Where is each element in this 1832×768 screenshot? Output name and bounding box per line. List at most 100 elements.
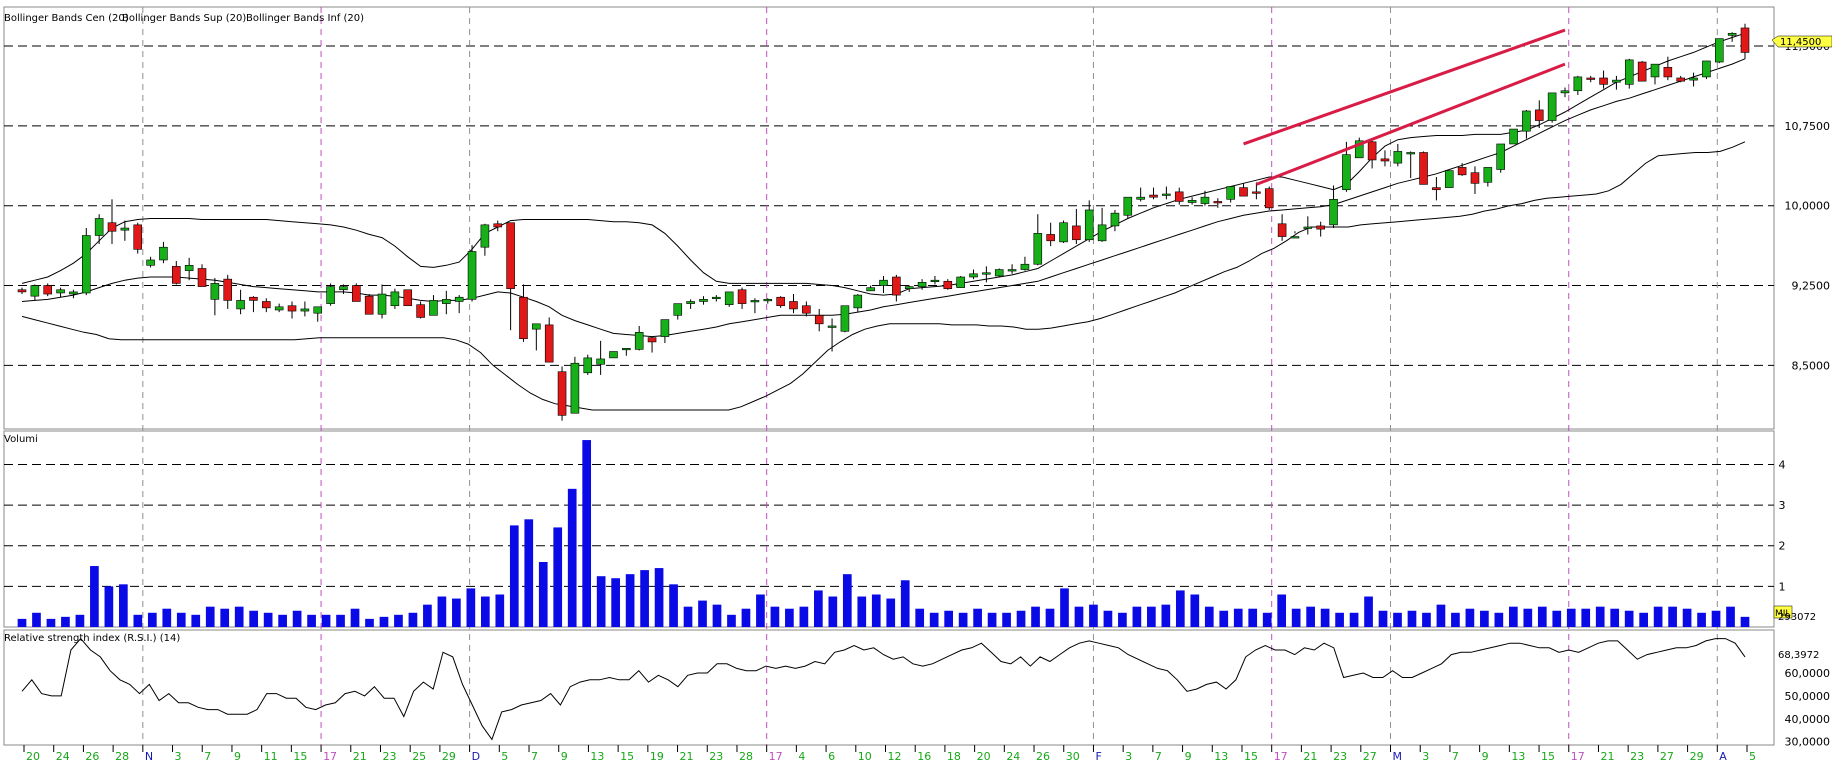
candle-up <box>853 294 863 309</box>
volume-bar <box>220 608 230 627</box>
volume-bar <box>828 596 838 627</box>
candle-up <box>750 300 760 303</box>
candle-up <box>1007 269 1017 272</box>
candle-down <box>943 280 953 290</box>
volume-bar <box>625 574 635 627</box>
x-tick-label: 17 <box>323 750 337 763</box>
candle-up <box>1406 152 1415 155</box>
volume-bar <box>886 598 896 627</box>
x-tick-label: 15 <box>1244 750 1258 763</box>
candle-down <box>493 223 503 228</box>
candle-down <box>647 337 657 343</box>
legend-bollinger-center: Bollinger Bands Cen (20) <box>4 13 129 24</box>
candle-down <box>223 278 233 301</box>
candle-down <box>1072 225 1081 241</box>
volume-tick-label: 1 <box>1779 580 1786 593</box>
rsi-tick-label: 60,0000 <box>1785 667 1831 680</box>
x-tick-label: M <box>1393 750 1403 763</box>
volume-bar <box>770 606 780 627</box>
volume-bar <box>1364 596 1373 627</box>
volume-bar <box>640 570 649 627</box>
candle-up <box>1033 233 1043 265</box>
candle-down <box>544 324 554 363</box>
x-tick-label: 19 <box>650 750 664 763</box>
candle-up <box>673 303 683 316</box>
volume-bar <box>1175 590 1185 627</box>
candle-up <box>1200 196 1210 204</box>
price-tick-label: 10,7500 <box>1785 120 1831 133</box>
candle-up <box>442 299 451 304</box>
candle-down <box>1367 141 1377 161</box>
candle-up <box>1444 170 1454 188</box>
candle-up <box>1522 110 1531 132</box>
volume-bar <box>1349 612 1359 627</box>
candle-up <box>377 293 387 315</box>
candle-up <box>930 279 940 282</box>
volume-bar <box>814 590 823 627</box>
volume-bar <box>741 608 751 627</box>
x-tick-label: 21 <box>1600 750 1614 763</box>
x-tick-label: 7 <box>531 750 538 763</box>
candle-up <box>866 287 875 292</box>
candle-up <box>210 283 220 300</box>
volume-bar <box>46 618 56 627</box>
x-tick-label: A <box>1719 750 1727 763</box>
volume-panel-title: Volumi <box>4 434 38 445</box>
candle-up <box>429 300 438 316</box>
candle-up <box>699 299 708 302</box>
price-tick-label: 8,5000 <box>1792 359 1831 372</box>
volume-bar <box>1132 606 1142 627</box>
bollinger-center-line <box>21 58 1746 338</box>
candle-up <box>596 358 605 365</box>
volume-bar <box>785 608 794 627</box>
volume-bar <box>205 606 215 627</box>
volume-bar <box>480 596 490 627</box>
candle-down <box>506 222 515 290</box>
candle-up <box>840 305 850 332</box>
rsi-line <box>21 637 1746 741</box>
x-tick-label: 5 <box>1749 750 1756 763</box>
candle-down <box>352 285 361 302</box>
candle-up <box>1084 209 1094 241</box>
trend-channel-line <box>1255 62 1566 186</box>
candle-down <box>43 285 53 295</box>
candle-up <box>339 286 348 291</box>
candle-up <box>1303 226 1313 229</box>
volume-bar <box>75 614 85 627</box>
volume-bar <box>1436 604 1446 627</box>
volume-bar <box>1711 610 1721 627</box>
x-tick-label: 21 <box>1303 750 1317 763</box>
trend-channel-line <box>1243 28 1566 146</box>
volume-bar <box>1494 612 1504 627</box>
x-tick-label: 27 <box>1363 750 1377 763</box>
candle-down <box>107 222 117 232</box>
volume-bar <box>1031 606 1040 627</box>
candle-up <box>56 289 65 294</box>
candle-down <box>287 305 297 312</box>
volume-bar <box>973 608 982 627</box>
candle-up <box>313 306 323 314</box>
volume-bar <box>17 618 27 627</box>
candle-down <box>249 296 258 301</box>
candle-up <box>1329 199 1338 226</box>
price-readout-tag: 11,4500 <box>1771 35 1832 48</box>
candle-down <box>1534 109 1544 121</box>
x-tick-label: 7 <box>1452 750 1459 763</box>
volume-bar <box>1306 606 1315 627</box>
volume-bar <box>61 616 70 627</box>
x-tick-label: 6 <box>828 750 835 763</box>
x-tick-label: 17 <box>1571 750 1585 763</box>
candle-up <box>1573 76 1583 92</box>
candle-down <box>789 301 798 310</box>
bollinger-lower-line <box>21 141 1746 411</box>
volume-bar <box>1190 594 1200 627</box>
candle-up <box>1650 63 1660 78</box>
candle-up <box>1624 59 1634 85</box>
x-tick-label: 5 <box>501 750 508 763</box>
candle-down <box>17 289 27 293</box>
x-tick-label: 23 <box>1630 750 1644 763</box>
candle-up <box>660 319 670 337</box>
volume-bar <box>756 594 765 627</box>
